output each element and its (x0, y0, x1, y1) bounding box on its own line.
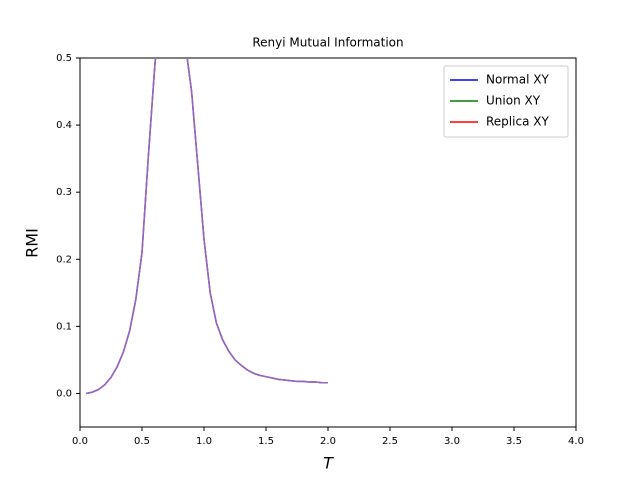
x-tick-label: 2.5 (382, 436, 398, 447)
x-tick-label: 1.5 (258, 436, 274, 447)
legend-label: Union XY (486, 94, 541, 108)
y-tick-label: 0.0 (56, 388, 72, 399)
y-tick-label: 0.1 (56, 321, 72, 332)
x-tick-label: 3.5 (506, 436, 522, 447)
x-tick-label: 3.0 (444, 436, 460, 447)
x-tick-label: 0.0 (72, 436, 88, 447)
y-tick-label: 0.3 (56, 187, 72, 198)
x-tick-label: 1.0 (196, 436, 212, 447)
x-tick-label: 4.0 (568, 436, 584, 447)
y-axis-label: RMI (23, 228, 42, 258)
series-group (86, 58, 328, 395)
legend-box (443, 65, 569, 138)
y-tick-label: 0.5 (56, 53, 72, 64)
x-tick-label: 0.5 (134, 436, 150, 447)
legend-label: Replica XY (486, 115, 549, 129)
y-tick-label: 0.2 (56, 254, 72, 265)
x-tick-label: 2.0 (320, 436, 336, 447)
legend-label: Normal XY (486, 73, 549, 87)
x-axis-label: T (323, 454, 334, 473)
series-line (86, 58, 328, 395)
chart-title: Renyi Mutual Information (252, 36, 403, 50)
y-tick-label: 0.4 (56, 120, 72, 131)
